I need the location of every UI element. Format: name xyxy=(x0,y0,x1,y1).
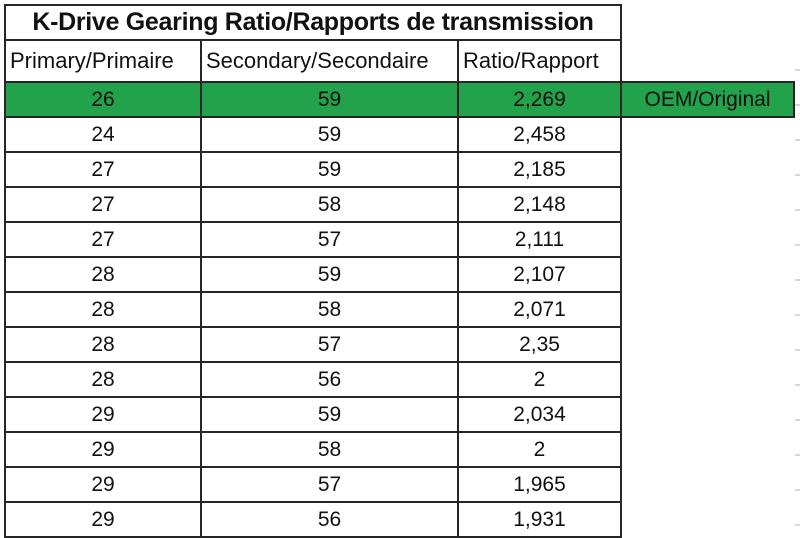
table-row: 28 59 2,107 xyxy=(4,256,794,293)
gearing-ratio-table: K-Drive Gearing Ratio/Rapports de transm… xyxy=(4,4,795,538)
table-row: 27 59 2,185 xyxy=(4,151,794,188)
secondary-cell: 59 xyxy=(200,81,459,118)
secondary-cell: 57 xyxy=(200,326,459,363)
table-title: K-Drive Gearing Ratio/Rapports de transm… xyxy=(4,4,622,41)
ratio-cell: 2,185 xyxy=(457,151,622,188)
primary-cell: 27 xyxy=(4,186,202,223)
table-row: 27 58 2,148 xyxy=(4,186,794,223)
empty-cell xyxy=(621,292,794,327)
ratio-cell: 2,107 xyxy=(457,256,622,293)
ratio-cell: 2,034 xyxy=(457,396,622,433)
ratio-cell: 2,269 xyxy=(457,81,622,118)
empty-cell xyxy=(621,502,794,537)
header-row: Primary/Primaire Secondary/Secondaire Ra… xyxy=(4,39,794,83)
empty-cell xyxy=(621,432,794,467)
excel-gridline-ticks xyxy=(795,36,800,530)
secondary-cell: 56 xyxy=(200,361,459,398)
secondary-cell: 59 xyxy=(200,396,459,433)
primary-cell: 29 xyxy=(4,501,202,538)
empty-cell xyxy=(621,187,794,222)
primary-cell: 24 xyxy=(4,116,202,153)
primary-cell: 27 xyxy=(4,221,202,258)
secondary-cell: 58 xyxy=(200,186,459,223)
ratio-cell: 2 xyxy=(457,431,622,468)
primary-cell: 29 xyxy=(4,431,202,468)
empty-cell xyxy=(621,467,794,502)
primary-cell: 28 xyxy=(4,326,202,363)
primary-cell: 28 xyxy=(4,256,202,293)
ratio-cell: 2 xyxy=(457,361,622,398)
empty-cell xyxy=(621,397,794,432)
primary-cell: 28 xyxy=(4,361,202,398)
table-row: 28 58 2,071 xyxy=(4,291,794,328)
empty-cell xyxy=(621,362,794,397)
table-row: 28 57 2,35 xyxy=(4,326,794,363)
ratio-cell: 1,931 xyxy=(457,501,622,538)
empty-cell xyxy=(621,152,794,187)
title-row: K-Drive Gearing Ratio/Rapports de transm… xyxy=(4,4,794,41)
secondary-cell: 56 xyxy=(200,501,459,538)
table-row: 29 57 1,965 xyxy=(4,466,794,503)
column-header-primary: Primary/Primaire xyxy=(4,39,202,83)
table-row: 28 56 2 xyxy=(4,361,794,398)
column-header-secondary: Secondary/Secondaire xyxy=(200,39,459,83)
ratio-cell: 2,458 xyxy=(457,116,622,153)
empty-cell xyxy=(621,5,794,40)
secondary-cell: 59 xyxy=(200,256,459,293)
secondary-cell: 57 xyxy=(200,466,459,503)
ratio-cell: 2,148 xyxy=(457,186,622,223)
secondary-cell: 58 xyxy=(200,291,459,328)
table-row: 27 57 2,111 xyxy=(4,221,794,258)
ratio-cell: 2,111 xyxy=(457,221,622,258)
primary-cell: 28 xyxy=(4,291,202,328)
empty-cell xyxy=(621,117,794,152)
primary-cell: 29 xyxy=(4,396,202,433)
table-body: 26 59 2,269 OEM/Original 24 59 2,458 27 59 2,185 2… xyxy=(4,81,795,538)
primary-cell: 27 xyxy=(4,151,202,188)
secondary-cell: 59 xyxy=(200,116,459,153)
table-row: 29 59 2,034 xyxy=(4,396,794,433)
empty-cell xyxy=(621,327,794,362)
primary-cell: 29 xyxy=(4,466,202,503)
ratio-cell: 2,071 xyxy=(457,291,622,328)
primary-cell: 26 xyxy=(4,81,202,118)
table-row: 29 58 2 xyxy=(4,431,794,468)
empty-cell xyxy=(621,40,794,82)
ratio-cell: 2,35 xyxy=(457,326,622,363)
ratio-cell: 1,965 xyxy=(457,466,622,503)
oem-original-label: OEM/Original xyxy=(620,81,795,118)
table-row: 29 56 1,931 xyxy=(4,501,794,538)
secondary-cell: 58 xyxy=(200,431,459,468)
empty-cell xyxy=(621,257,794,292)
column-header-ratio: Ratio/Rapport xyxy=(457,39,622,83)
empty-cell xyxy=(621,222,794,257)
table-row-highlighted: 26 59 2,269 OEM/Original xyxy=(4,81,795,118)
table-row: 24 59 2,458 xyxy=(4,116,794,153)
secondary-cell: 59 xyxy=(200,151,459,188)
secondary-cell: 57 xyxy=(200,221,459,258)
